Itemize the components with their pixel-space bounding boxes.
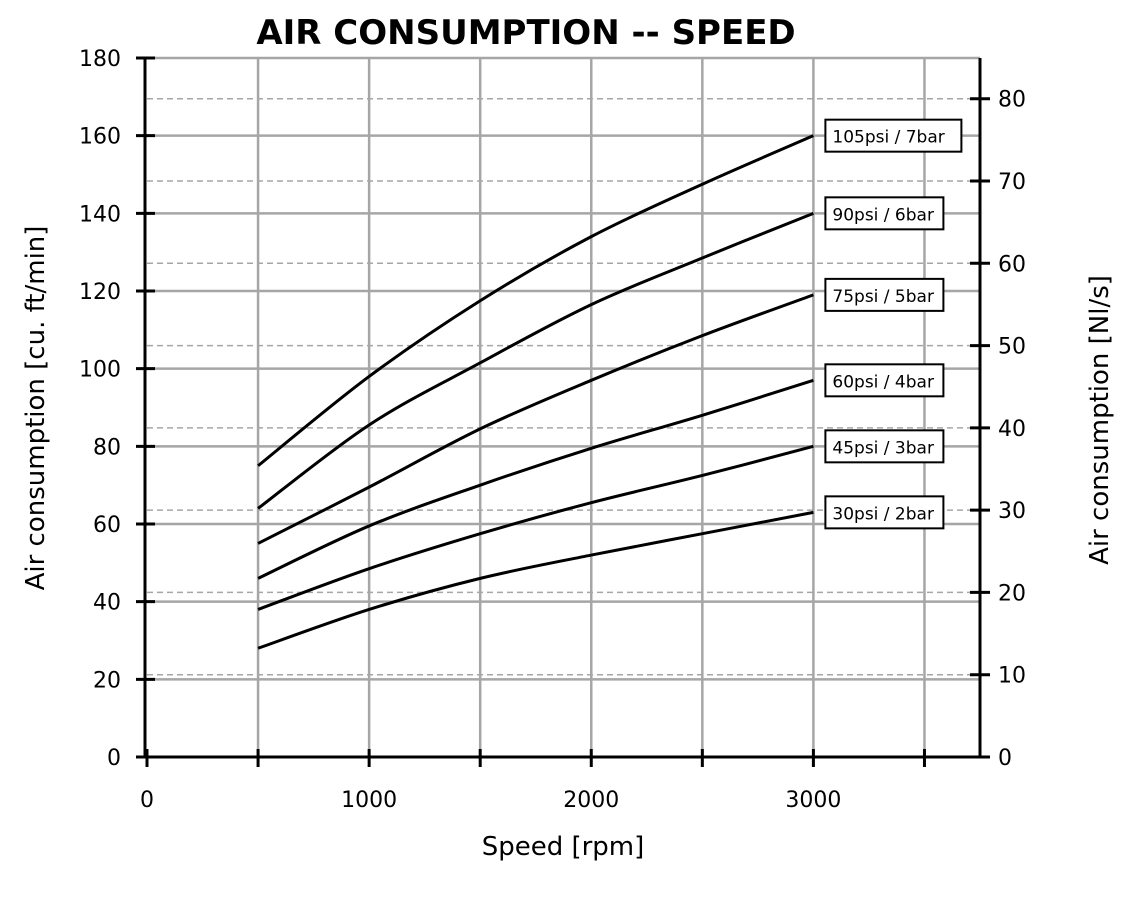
x-axis-label: Speed [rpm] <box>482 832 645 862</box>
y-tick-label: 40 <box>93 591 121 616</box>
y2-tick-label: 10 <box>998 664 1026 689</box>
y2-tick-label: 60 <box>998 252 1026 277</box>
y-tick-label: 180 <box>79 47 121 72</box>
series-label: 30psi / 2bar <box>832 504 934 524</box>
y2-axis-label: Air consumption [Nl/s] <box>1085 275 1115 565</box>
series-label: 45psi / 3bar <box>832 438 934 458</box>
y2-tick-label: 80 <box>998 88 1026 113</box>
series-label-box <box>824 118 963 153</box>
y-tick-label: 120 <box>79 280 121 305</box>
y-axis-label: Air consumption [cu. ft/min] <box>21 226 51 591</box>
series-label-box <box>824 196 945 231</box>
series-line <box>257 293 814 545</box>
x-tick-label: 1000 <box>341 788 397 813</box>
series-line <box>257 378 814 580</box>
series-lines <box>257 134 815 650</box>
y-tick-label: 140 <box>79 202 121 227</box>
x-tick-label: 3000 <box>785 788 841 813</box>
series-label: 105psi / 7bar <box>832 128 944 148</box>
series-label: 90psi / 6bar <box>832 205 934 225</box>
series-label: 60psi / 4bar <box>832 372 934 392</box>
y-tick-label: 60 <box>93 513 121 538</box>
axes: 0 20 40 60 80 100 120 140 160 180 0 10 20 30 40 50 60 70 8… <box>79 47 1026 813</box>
y-tick-label: 100 <box>79 358 121 383</box>
y-tick-label: 0 <box>107 746 121 771</box>
y2-tick-label: 0 <box>998 746 1012 771</box>
y2-tick-label: 30 <box>998 499 1026 524</box>
series-label-box <box>824 495 945 530</box>
y2-tick-label: 20 <box>998 581 1026 606</box>
series-label: 75psi / 5bar <box>832 287 934 307</box>
y-tick-label: 80 <box>93 435 121 460</box>
y2-tick-label: 40 <box>998 417 1026 442</box>
series-line <box>257 211 814 510</box>
y-tick-label: 160 <box>79 125 121 150</box>
series-label-box <box>824 363 945 398</box>
series-label-box <box>824 429 945 464</box>
x-tick-label: 2000 <box>563 788 619 813</box>
x-tick-label: 0 <box>140 788 154 813</box>
series-line <box>257 134 815 467</box>
y-tick-label: 20 <box>93 668 121 693</box>
grid <box>147 56 980 757</box>
y2-tick-label: 70 <box>998 170 1026 195</box>
chart-title: AIR CONSUMPTION -- SPEED <box>256 13 795 53</box>
series-line <box>257 444 814 611</box>
series-label-box <box>824 277 945 312</box>
y2-tick-label: 50 <box>998 335 1026 360</box>
series-labels: 105psi / 7bar 90psi / 6bar 75psi / 5bar 60p… <box>824 118 963 530</box>
series-line <box>257 510 814 650</box>
